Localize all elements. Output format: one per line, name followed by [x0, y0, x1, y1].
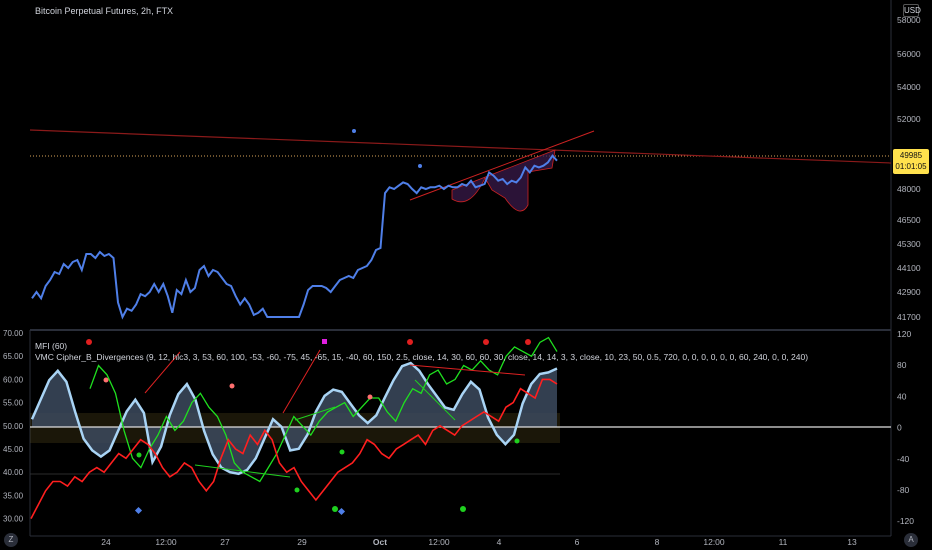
time-tick-label: 12:00: [155, 537, 177, 547]
price-axis: 58000 56000 54000 52000 48000 46500 45300 44100…: [897, 15, 921, 322]
price-tick-label: 46500: [897, 215, 921, 225]
signal-dot: [483, 339, 489, 345]
signal-dot: [294, 487, 300, 493]
oscillator-right-tick-label: 80: [897, 360, 907, 370]
bar-countdown: 01:01:05: [895, 162, 927, 171]
price-tick-label: 42900: [897, 287, 921, 297]
oscillator-right-axis: 120 80 40 0 -40 -80 -120: [897, 329, 914, 526]
time-tick-label: 6: [575, 537, 580, 547]
trendline-wedge-top: [409, 130, 595, 201]
signal-dot: [525, 339, 531, 345]
last-price-badge: 49985 01:01:05: [893, 149, 929, 174]
time-axis: 24 12:00 27 29 Oct 12:00 4 6 8 12:00 11 13: [101, 537, 857, 547]
mfi-legend[interactable]: MFI (60): [35, 341, 68, 351]
divergence-line: [282, 349, 321, 414]
auto-scale-button[interactable]: A: [904, 533, 918, 547]
oscillator-left-tick-label: 40.00: [3, 468, 24, 477]
price-tick-label: 44100: [897, 263, 921, 273]
time-tick-label: 12:00: [703, 537, 725, 547]
rsi-line: [89, 336, 558, 483]
divergence-line: [294, 406, 336, 421]
currency-badge[interactable]: USD: [903, 4, 921, 17]
time-tick-label: 12:00: [428, 537, 450, 547]
time-tick-label: Oct: [373, 537, 387, 547]
price-tick-label: 58000: [897, 15, 921, 25]
oscillator-left-tick-label: 55.00: [3, 399, 24, 408]
signal-dot: [339, 449, 345, 455]
chart-title: Bitcoin Perpetual Futures, 2h, FTX: [35, 6, 174, 16]
oscillator-left-tick-label: 35.00: [3, 491, 24, 500]
signal-dot: [352, 129, 356, 133]
time-tick-label: 29: [297, 537, 307, 547]
signal-dot: [86, 339, 92, 345]
trendline-resistance: [29, 129, 892, 164]
signal-marker: [337, 507, 346, 516]
mfi-line: [30, 378, 558, 519]
price-series-line: [31, 154, 558, 320]
signal-marker: [322, 339, 327, 344]
time-tick-label: 24: [101, 537, 111, 547]
oscillator-right-tick-label: 40: [897, 391, 907, 401]
oscillator-left-tick-label: 30.00: [3, 515, 24, 524]
signal-dot: [514, 438, 520, 444]
last-price-value: 49985: [899, 151, 923, 160]
price-tick-label: 56000: [897, 49, 921, 59]
oscillator-left-tick-label: 70.00: [3, 329, 24, 338]
time-tick-label: 13: [847, 537, 857, 547]
signal-marker: [134, 506, 143, 515]
signal-dot: [367, 394, 373, 400]
divergence-line: [194, 464, 291, 478]
zoom-button[interactable]: Z: [4, 533, 18, 547]
signal-dot: [460, 506, 466, 512]
oscillator-left-tick-label: 45.00: [3, 445, 24, 454]
price-tick-label: 54000: [897, 82, 921, 92]
vmc-legend[interactable]: VMC Cipher_B_Divergences (9, 12, hlc3, 3…: [35, 352, 809, 362]
divergence-line: [414, 379, 456, 421]
oscillator-right-tick-label: -40: [897, 454, 910, 464]
divergence-line: [144, 351, 181, 394]
price-tick-label: 45300: [897, 239, 921, 249]
oscillator-left-tick-label: 60.00: [3, 375, 24, 384]
divergence-line: [409, 364, 526, 376]
oscillator-right-tick-label: -120: [897, 516, 914, 526]
oscillator-right-tick-label: 0: [897, 423, 902, 433]
oscillator-right-tick-label: 120: [897, 329, 911, 339]
oscillator-left-tick-label: 65.00: [3, 352, 24, 361]
oscillator-left-axis: 70.00 65.00 60.00 55.00 50.00 45.00 40.00 35.00…: [3, 329, 24, 524]
price-tick-label: 41700: [897, 312, 921, 322]
signal-dot: [136, 452, 142, 458]
signal-dot: [418, 164, 422, 168]
signal-dot: [229, 383, 235, 389]
signal-dot: [332, 506, 338, 512]
price-tick-label: 48000: [897, 184, 921, 194]
time-tick-label: 27: [220, 537, 230, 547]
oscillator-right-tick-label: -80: [897, 485, 910, 495]
oscillator-left-tick-label: 50.00: [3, 422, 24, 431]
price-tick-label: 52000: [897, 114, 921, 124]
wavetrend-line: [30, 361, 558, 476]
time-tick-label: 8: [655, 537, 660, 547]
signal-dot: [103, 377, 109, 383]
signal-dot: [407, 339, 413, 345]
time-tick-label: 4: [497, 537, 502, 547]
time-tick-label: 11: [779, 537, 788, 547]
